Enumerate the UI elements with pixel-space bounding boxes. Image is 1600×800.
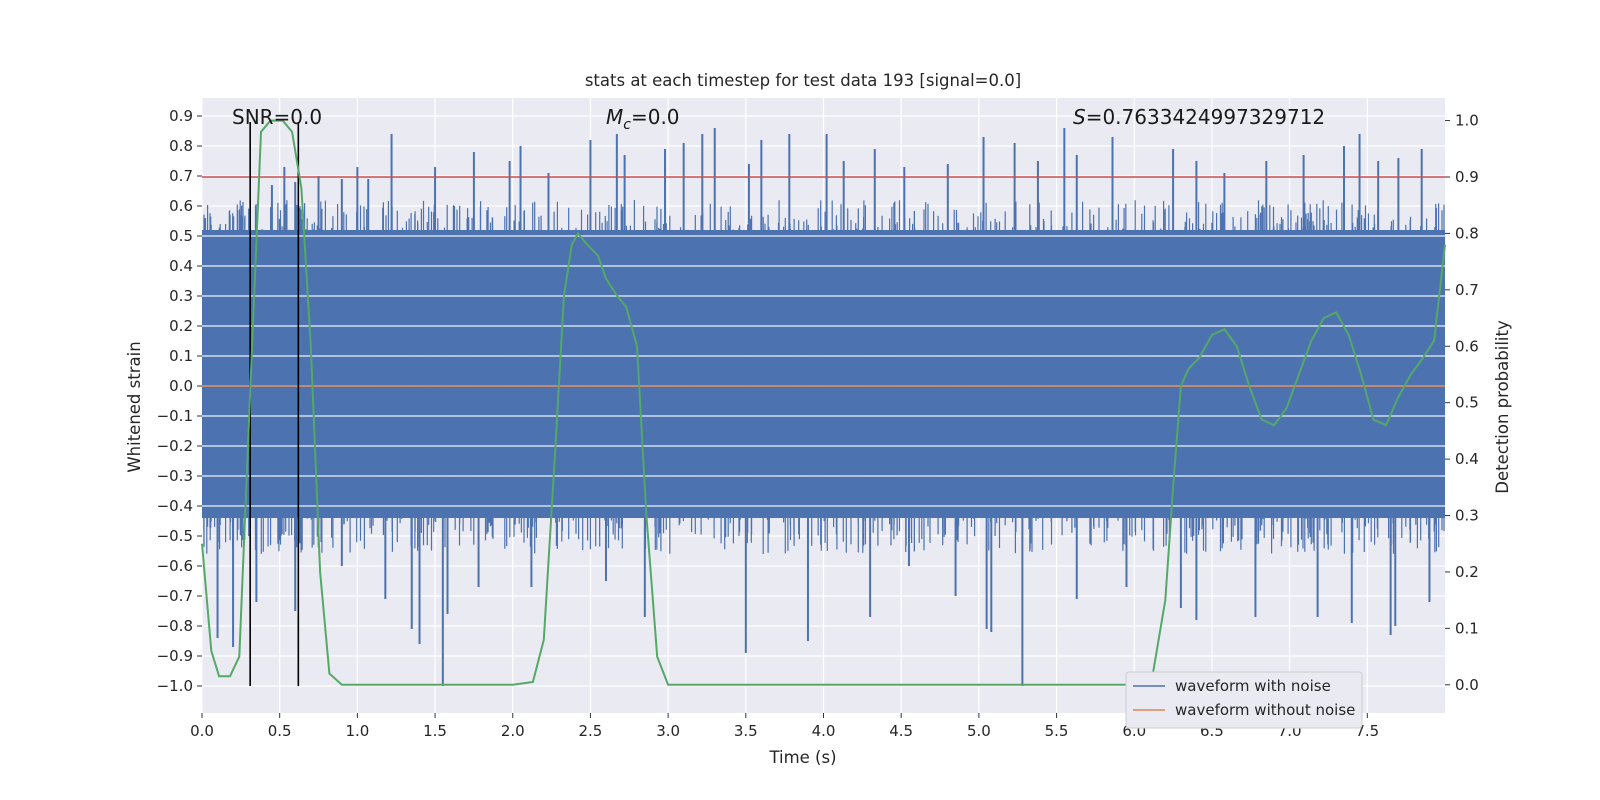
y-axis-label-right: Detection probability (1493, 320, 1512, 494)
x-tick-label: 4.5 (889, 722, 913, 740)
y-left-tick-label: −0.8 (157, 617, 193, 635)
legend-clean-label: waveform without noise (1175, 701, 1355, 719)
detection-probability-line (201, 119, 1446, 686)
y-right-tick-label: 0.9 (1455, 168, 1479, 186)
y-left-tick-label: −0.9 (157, 647, 193, 665)
y-right-tick-label: 0.6 (1455, 337, 1479, 355)
y-left-tick-label: 0.4 (169, 257, 193, 275)
x-tick-label: 0.0 (190, 722, 214, 740)
y-left-tick-label: −0.3 (157, 467, 193, 485)
mc-subscript: c (623, 117, 631, 133)
x-tick-label: 1.0 (345, 722, 369, 740)
s-value: =0.7633424997329712 (1086, 105, 1325, 129)
y-left-tick-label: 0.1 (169, 347, 193, 365)
y-right-tick-label: 0.7 (1455, 281, 1479, 299)
mc-value: =0.0 (631, 105, 680, 129)
y-left-tick-label: −0.6 (157, 557, 193, 575)
chart-title: stats at each timestep for test data 193… (585, 71, 1021, 90)
x-tick-label: 2.5 (579, 722, 603, 740)
y-left-tick-label: 0.9 (169, 107, 193, 125)
axis-ticks: 0.0 0.5 1.0 1.5 2.0 2.5 3.0 3.5 4.0 4.5 5.0 5.5 6.0 6… (157, 107, 1479, 740)
y-left-tick-label: −0.5 (157, 527, 193, 545)
x-tick-label: 0.5 (268, 722, 292, 740)
y-left-tick-label: −0.2 (157, 437, 193, 455)
overlay-lines (201, 119, 1446, 686)
y-left-tick-label: −0.4 (157, 497, 193, 515)
y-left-tick-label: −1.0 (157, 677, 193, 695)
y-left-tick-label: 0.2 (169, 317, 193, 335)
y-right-tick-label: 0.3 (1455, 507, 1479, 525)
y-right-tick-label: 1.0 (1455, 112, 1479, 130)
x-tick-label: 5.5 (1045, 722, 1069, 740)
x-tick-label: 1.5 (423, 722, 447, 740)
legend: waveform with noise waveform without noi… (1125, 671, 1363, 729)
y-left-tick-label: 0.0 (169, 377, 193, 395)
legend-box (1125, 671, 1363, 729)
s-symbol: S (1073, 105, 1086, 129)
x-tick-label: 5.0 (967, 722, 991, 740)
x-tick-label: 4.0 (812, 722, 836, 740)
x-tick-label: 3.5 (734, 722, 758, 740)
y-right-tick-label: 0.0 (1455, 676, 1479, 694)
s-annotation: S=0.7633424997329712 (1073, 105, 1325, 129)
y-left-tick-label: −0.1 (157, 407, 193, 425)
y-right-tick-label: 0.4 (1455, 450, 1479, 468)
y-right-tick-label: 0.1 (1455, 619, 1479, 637)
x-tick-label: 2.0 (501, 722, 525, 740)
y-left-tick-label: −0.7 (157, 587, 193, 605)
y-left-tick-label: 0.6 (169, 197, 193, 215)
chirp-mass-annotation: Mc=0.0 (606, 105, 680, 133)
x-axis-label: Time (s) (768, 748, 836, 767)
y-right-tick-label: 0.8 (1455, 224, 1479, 242)
y-right-tick-label: 0.5 (1455, 394, 1479, 412)
snr-annotation: SNR=0.0 (232, 105, 322, 129)
y-left-tick-label: 0.7 (169, 167, 193, 185)
y-left-tick-label: 0.3 (169, 287, 193, 305)
y-right-tick-label: 0.2 (1455, 563, 1479, 581)
noise-series (202, 128, 1445, 686)
x-tick-label: 3.0 (656, 722, 680, 740)
y-axis-label-left: Whitened strain (125, 341, 144, 472)
legend-noise-label: waveform with noise (1175, 677, 1331, 695)
mc-symbol: M (606, 105, 623, 129)
y-left-tick-label: 0.8 (169, 137, 193, 155)
y-left-tick-label: 0.5 (169, 227, 193, 245)
